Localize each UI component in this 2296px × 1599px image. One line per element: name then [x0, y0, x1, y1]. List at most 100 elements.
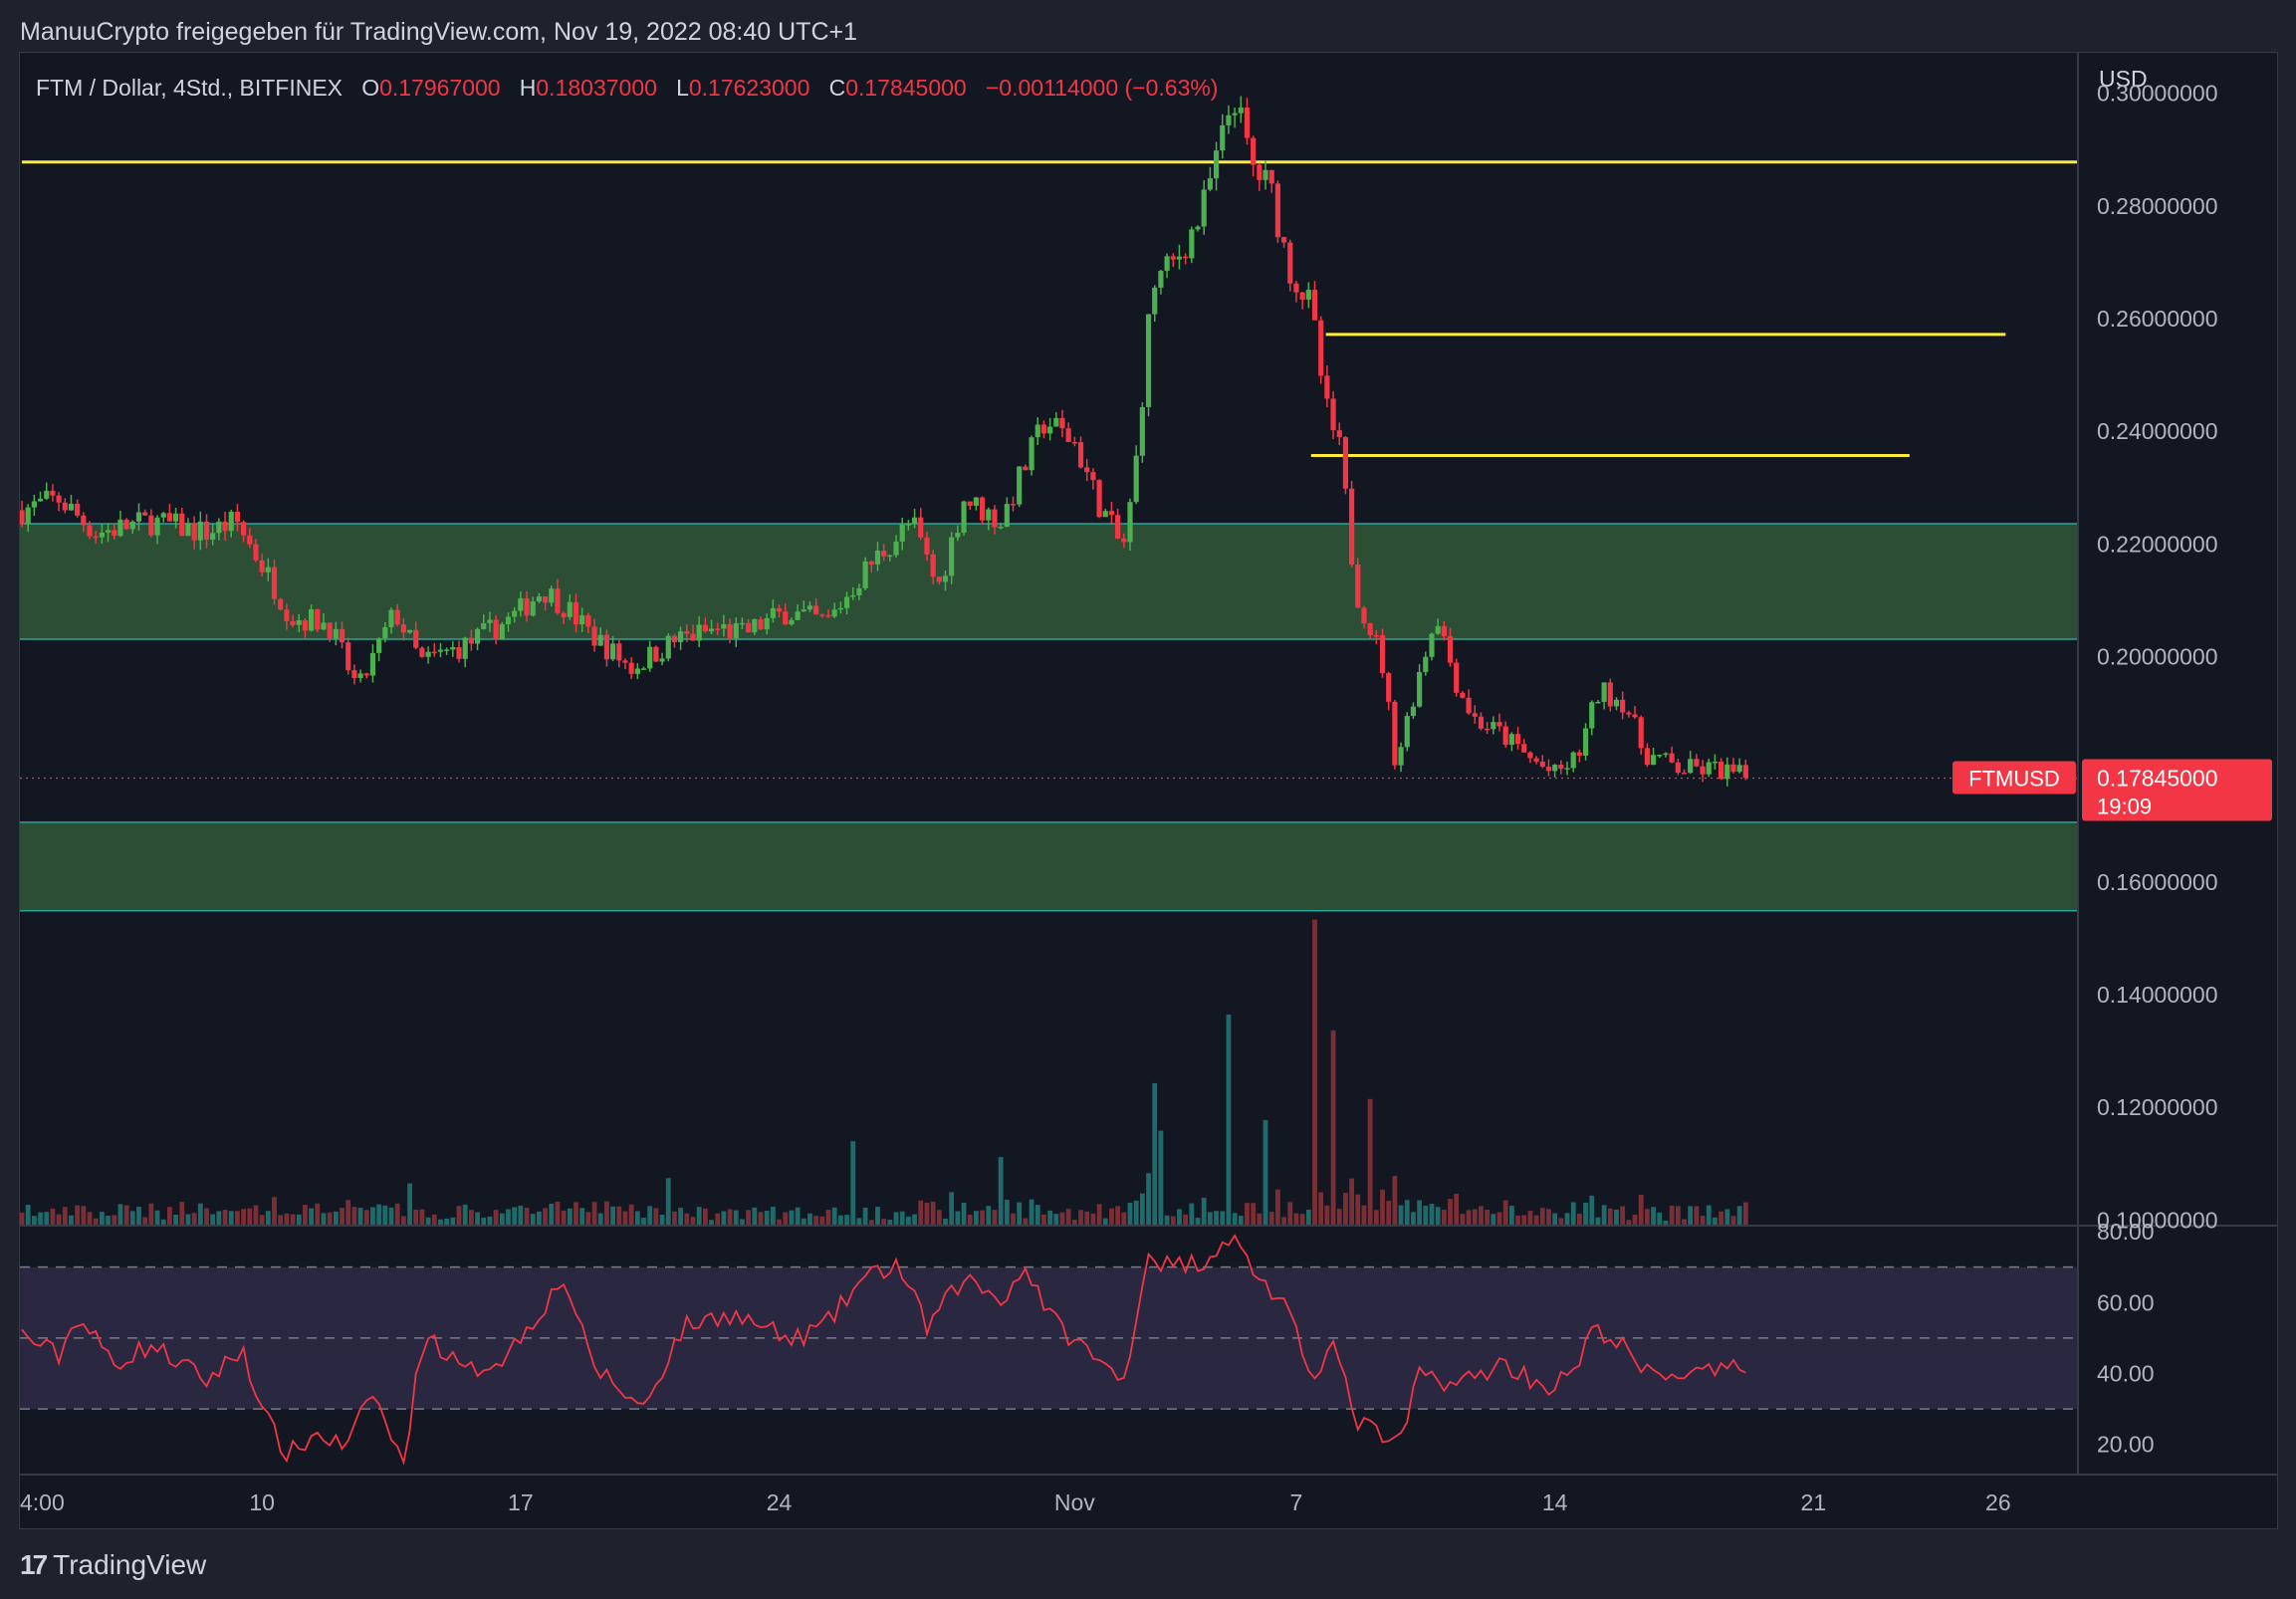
volume-bar — [142, 1217, 148, 1226]
volume-bar — [727, 1209, 733, 1226]
volume-bar — [1361, 1205, 1367, 1226]
volume-bar — [789, 1210, 795, 1226]
volume-bar — [191, 1213, 197, 1226]
volume-bar — [813, 1216, 819, 1226]
volume-bar — [1460, 1214, 1466, 1226]
volume-bar — [475, 1212, 480, 1226]
volume-bar — [1700, 1216, 1706, 1226]
volume-bar — [837, 1215, 843, 1226]
support-zone-1[interactable] — [20, 524, 2078, 639]
candle-body — [1392, 701, 1398, 766]
volume-bar — [690, 1217, 696, 1226]
candle-body — [363, 673, 369, 676]
candle-body — [1176, 256, 1183, 260]
volume-bar — [998, 1157, 1004, 1226]
volume-bar — [906, 1216, 911, 1226]
volume-bar — [468, 1210, 474, 1226]
candle-body — [112, 530, 117, 537]
last-price-tag[interactable]: FTMUSD 0.17845000 19:09 — [1952, 759, 2272, 821]
candle-body — [1232, 113, 1238, 115]
volume-bar — [1742, 1202, 1748, 1226]
candle-body — [1324, 375, 1330, 399]
volume-bar — [1330, 1029, 1336, 1226]
candle-body — [339, 628, 345, 643]
candle-body — [1742, 765, 1748, 779]
volume-bar — [1502, 1200, 1508, 1226]
volume-bar — [579, 1208, 585, 1226]
candle-body — [1251, 137, 1257, 165]
volume-bar — [992, 1210, 998, 1226]
candle-body — [1059, 417, 1065, 429]
volume-bar — [1570, 1202, 1576, 1226]
volume-bar — [363, 1210, 369, 1226]
volume-bar — [924, 1202, 930, 1226]
volume-bar — [1614, 1209, 1619, 1226]
candle-body — [210, 533, 216, 541]
candle-body — [585, 615, 591, 627]
volume-bar — [549, 1203, 555, 1226]
candle-body — [160, 513, 166, 518]
candle-body — [1010, 504, 1017, 506]
volume-bar — [315, 1203, 321, 1226]
volume-bar — [327, 1212, 333, 1226]
candle-body — [1361, 607, 1367, 624]
volume-bar — [1607, 1208, 1613, 1226]
volume-bar — [1115, 1206, 1121, 1226]
candle-body — [234, 511, 241, 523]
volume-bar — [825, 1210, 831, 1226]
volume-bar — [684, 1213, 690, 1226]
candle-body — [622, 660, 628, 663]
volume-bar — [1281, 1217, 1286, 1226]
volume-bar — [1023, 1218, 1029, 1226]
candle-body — [105, 530, 112, 533]
volume-bar — [1201, 1197, 1207, 1226]
time-axis-label: 21 — [1801, 1489, 1827, 1515]
volume-bar — [493, 1210, 499, 1226]
chart-frame[interactable]: USD 0.30000000 0.28000000 0.26000000 0.24000… — [19, 52, 2278, 1529]
candle-body — [31, 501, 37, 508]
candle-body — [647, 646, 653, 669]
candle-body — [986, 509, 992, 521]
candle-body — [1570, 752, 1576, 769]
candle-body — [1386, 673, 1392, 702]
tradingview-logo[interactable]: 17 TradingView — [20, 1549, 206, 1581]
candle-body — [1133, 455, 1139, 503]
volume-bar — [1694, 1206, 1700, 1226]
volume-bar — [777, 1219, 782, 1226]
candle-body — [1502, 726, 1508, 745]
candle-body — [1084, 467, 1090, 473]
volume-bar — [1638, 1194, 1644, 1226]
candle-body — [905, 524, 911, 526]
candle-body — [1379, 635, 1386, 674]
volume-bar — [795, 1207, 801, 1226]
time-axis-label: 26 — [1985, 1489, 2011, 1515]
candle-body — [1435, 625, 1441, 634]
candle-body — [806, 605, 813, 610]
candle-body — [1152, 287, 1158, 315]
volume-bar — [253, 1205, 259, 1226]
candle-body — [1336, 430, 1342, 438]
volume-bar — [597, 1213, 603, 1226]
time-axis-label: 4:00 — [20, 1489, 65, 1515]
volume-bar — [1472, 1209, 1478, 1226]
legend-open: 0.17967000 — [379, 75, 501, 101]
candle-body — [1158, 270, 1164, 288]
candle-body — [789, 619, 795, 625]
candle-body — [973, 497, 980, 507]
ohlc-legend[interactable]: FTM / Dollar, 4Std., BITFINEX O0.1796700… — [36, 75, 1218, 102]
support-zone-2[interactable] — [20, 821, 2078, 911]
volume-bar — [1576, 1213, 1582, 1226]
volume-bar — [986, 1206, 992, 1226]
candle-body — [487, 619, 493, 623]
support-zones — [20, 523, 2078, 912]
candle-body — [1226, 114, 1232, 125]
volume-bar — [856, 1218, 862, 1226]
candle-body — [1195, 226, 1201, 230]
candle-body — [437, 649, 444, 652]
candle-body — [327, 622, 333, 639]
volume-bar — [1287, 1202, 1293, 1226]
candle-body — [1576, 752, 1582, 756]
volume-bar — [506, 1209, 511, 1226]
candle-body — [918, 517, 924, 538]
